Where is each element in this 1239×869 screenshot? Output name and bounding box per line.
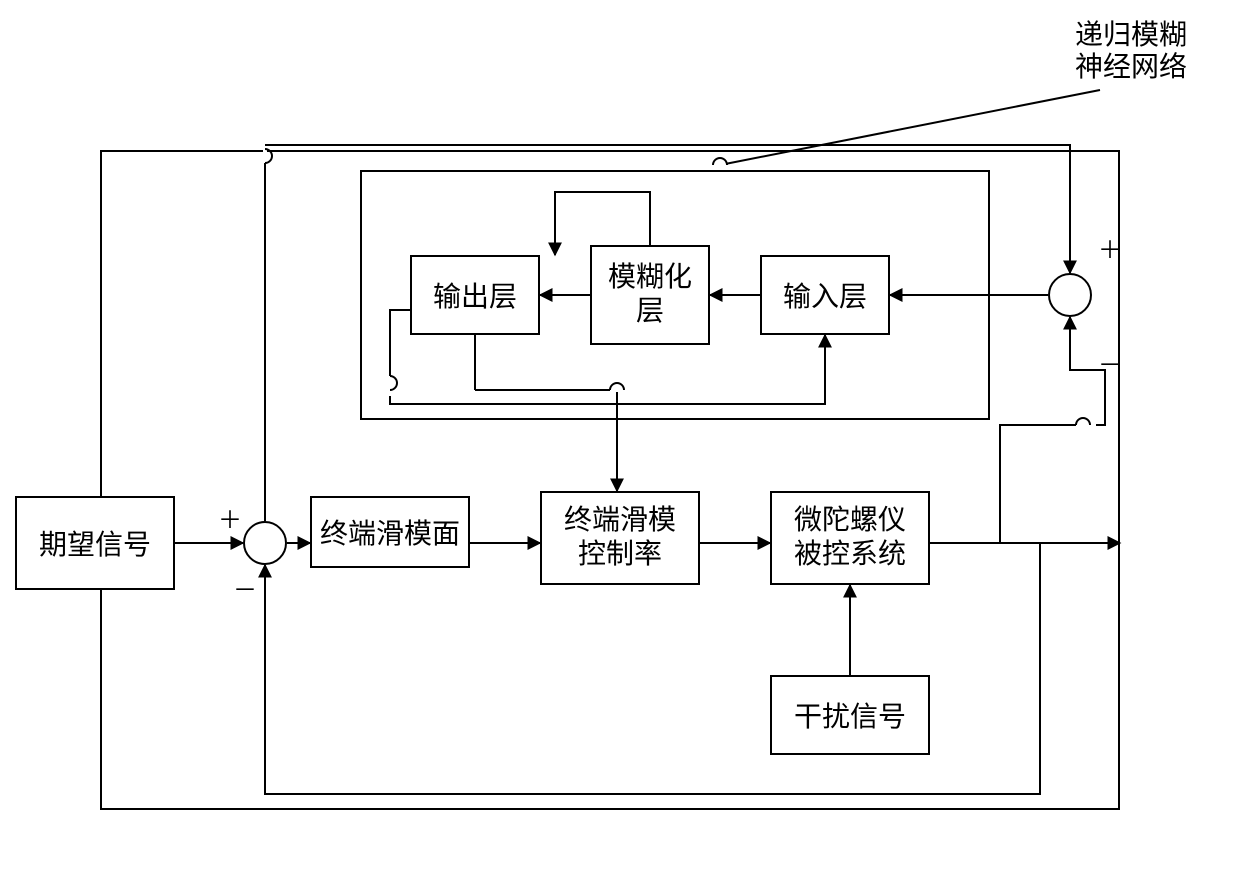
fuzz-l2: 层	[636, 296, 664, 327]
control-rate-l1: 终端滑模	[564, 505, 676, 536]
sign-left-plus: ＋	[218, 500, 242, 535]
disturbance-box: 干扰信号	[770, 675, 930, 755]
title-line1: 递归模糊	[1075, 20, 1187, 51]
disturbance-label: 干扰信号	[794, 695, 906, 735]
control-rate-l2: 控制率	[578, 539, 662, 570]
sign-right-plus-text: ＋	[1098, 238, 1122, 264]
control-rate-box: 终端滑模 控制率	[540, 491, 700, 585]
input-layer-box: 输入层	[760, 255, 890, 335]
sign-left-plus-text: ＋	[218, 508, 242, 534]
sign-left-minus-text: －	[233, 578, 257, 604]
plant-l2: 被控系统	[794, 539, 906, 570]
output-layer-label: 输出层	[433, 275, 517, 315]
sum-node-right	[1048, 273, 1092, 317]
plant-l1: 微陀螺仪	[794, 505, 906, 536]
sliding-surface-box: 终端滑模面	[310, 496, 470, 568]
sign-right-minus: －	[1098, 345, 1122, 380]
sign-right-minus-text: －	[1098, 353, 1122, 379]
sign-right-plus: ＋	[1098, 230, 1122, 265]
fuzz-l1: 模糊化	[608, 262, 692, 293]
sign-left-minus: －	[233, 570, 257, 605]
expect-signal-box: 期望信号	[15, 496, 175, 590]
input-layer-label: 输入层	[783, 275, 867, 315]
title-line2: 神经网络	[1075, 52, 1187, 83]
expect-signal-label: 期望信号	[39, 523, 151, 563]
sum-node-left	[243, 521, 287, 565]
sliding-surface-label: 终端滑模面	[320, 512, 460, 552]
fuzzification-layer-box: 模糊化 层	[590, 245, 710, 345]
output-layer-box: 输出层	[410, 255, 540, 335]
title-label: 递归模糊 神经网络	[1075, 20, 1187, 84]
plant-box: 微陀螺仪 被控系统	[770, 491, 930, 585]
